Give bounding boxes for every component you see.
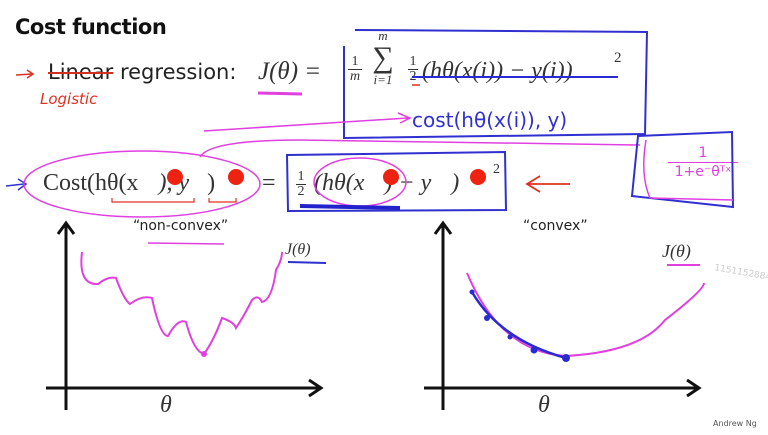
sum-lower: i=1 [373, 72, 393, 87]
frac-num: 1 [348, 55, 362, 70]
right-plot-axes [424, 220, 702, 410]
red-left-arrow-icon [525, 175, 570, 193]
magenta-arrow-to-cost [203, 112, 412, 132]
blue-box-sigmoid [630, 130, 735, 209]
blue-box-sum [343, 29, 649, 140]
convex-curve [466, 272, 705, 358]
magenta-box-sigmoid [643, 139, 734, 201]
magenta-connector-curve [199, 139, 641, 158]
regression-label: Linear regression: [48, 60, 236, 84]
non-convex-curve [80, 251, 283, 356]
rhs-close: ) [451, 170, 460, 196]
right-theta-axis-label: θ [538, 392, 550, 418]
sum-symbol: ∑ [372, 41, 394, 74]
regression-word: regression: [119, 60, 237, 84]
author-credit: Andrew Ng [713, 419, 757, 428]
exponent-2: 2 [614, 50, 622, 66]
cost-h-x: Cost(hθ(x [43, 170, 139, 196]
sigmoid-num: 1 [698, 145, 708, 161]
left-j-theta-label: J(θ) [285, 241, 311, 258]
blue-box-squared [285, 150, 508, 213]
blue-arrow-icon [5, 178, 28, 191]
red-brace-h [111, 198, 195, 203]
summation: m ∑ i=1 [368, 28, 398, 88]
rhs-h-x: (hθ(x [314, 170, 365, 196]
struck-word-linear: Linear [48, 60, 114, 84]
left-jtheta-underline [287, 261, 327, 264]
slide-title: Cost function [15, 15, 167, 39]
half-den-2: 2 [297, 184, 305, 199]
handwritten-cost-term: cost(hθ(x(i)), y) [412, 108, 568, 132]
global-minimum-dot [201, 351, 207, 357]
exponent-2-rhs: 2 [493, 162, 500, 177]
red-brace-y [208, 198, 237, 203]
sigmoid-den: 1+e⁻θᵀˣ [668, 162, 738, 181]
handwritten-logistic: Logistic [40, 90, 98, 108]
convex-label: “convex” [523, 218, 588, 234]
half-fraction: 1 2 [296, 170, 306, 199]
red-scribble-dots [167, 169, 486, 185]
close-paren: ) [207, 170, 216, 196]
equals-sign: = [262, 170, 276, 196]
non-convex-underline [147, 242, 225, 245]
descent-step-dots [469, 289, 570, 362]
left-theta-axis-label: θ [160, 392, 172, 418]
right-j-theta-label: J(θ) [662, 241, 691, 261]
non-convex-label: “non-convex” [133, 218, 229, 234]
gradient-descent-path [470, 291, 567, 360]
cost-j-theta-lhs: J(θ) = [258, 58, 322, 85]
handwritten-sigmoid: 1 1+e⁻θᵀˣ [668, 144, 738, 181]
red-arrow-icon [15, 69, 35, 79]
half-num-2: 1 [296, 169, 306, 185]
one-over-m: 1 m [348, 55, 362, 84]
magenta-underline [257, 91, 303, 96]
blue-underline-thick [299, 204, 401, 210]
struck-squared-error-term: (hθ(x(i)) − y(i)) [422, 58, 573, 84]
magenta-ellipse-cost [23, 150, 261, 218]
sum-upper: m [378, 28, 388, 43]
half-num: 1 [408, 54, 418, 70]
frac-den: m [349, 69, 361, 84]
left-plot-axes [46, 220, 324, 410]
